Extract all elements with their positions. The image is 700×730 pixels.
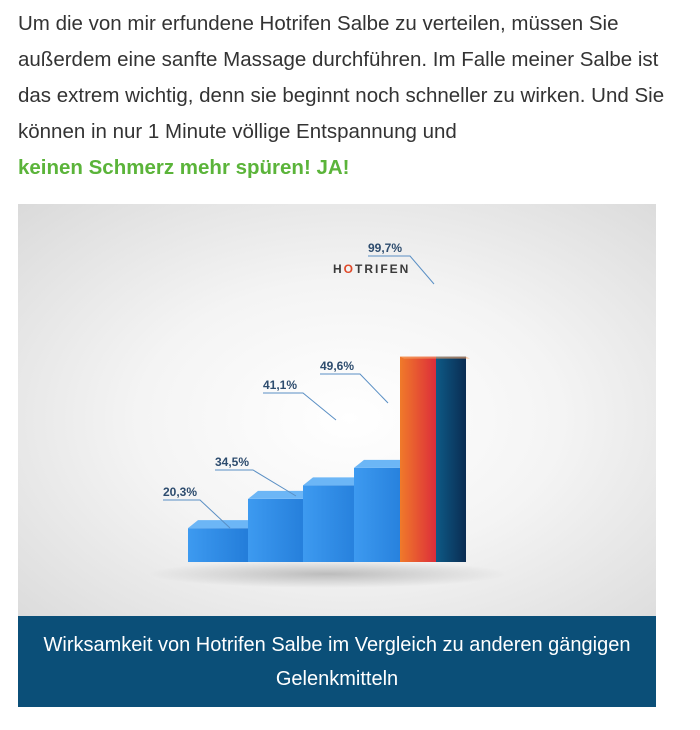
bar-hotrifen-top: [400, 356, 470, 359]
leader-line: [320, 373, 389, 404]
leader-line: [163, 499, 231, 529]
leader-line: [215, 469, 297, 497]
article-text: Um die von mir erfundene Hotrifen Salbe …: [18, 6, 678, 186]
value-label-5: 99,7%: [368, 241, 435, 285]
value-label-text: 41,1%: [263, 378, 297, 392]
bar-hotrifen: [400, 356, 470, 562]
article-paragraph: Um die von mir erfundene Hotrifen Salbe …: [18, 6, 678, 186]
category-label-hotrifen: HOTRIFEN: [333, 262, 410, 276]
leader-line: [263, 392, 337, 421]
value-label-text: 99,7%: [368, 241, 402, 255]
value-label-1: 20,3%: [163, 485, 231, 529]
value-label-text: 20,3%: [163, 485, 197, 499]
bar-chart: 20,3% 34,5% 41,1% 49,6% 99,7% HOTRIFEN: [148, 241, 508, 588]
bars-layer: [148, 356, 508, 588]
value-label-2: 34,5%: [215, 455, 297, 497]
bar-hotrifen-front: [400, 356, 436, 562]
value-label-3: 41,1%: [263, 378, 337, 421]
caption-text: Wirksamkeit von Hotrifen Salbe im Vergle…: [43, 633, 631, 690]
chart-figure: 20,3% 34,5% 41,1% 49,6% 99,7% HOTRIFEN Wirksa…: [18, 204, 656, 707]
chart-caption: Wirksamkeit von Hotrifen Salbe im Vergle…: [18, 616, 656, 707]
ground-shadow: [148, 560, 508, 588]
hotrifen-logo: HOTRIFEN: [333, 262, 410, 276]
bar-1-front: [188, 528, 258, 562]
paragraph-text: Um die von mir erfundene Hotrifen Salbe …: [18, 12, 665, 143]
value-label-text: 34,5%: [215, 455, 249, 469]
highlight-text: keinen Schmerz mehr spüren! JA!: [18, 156, 350, 179]
chart-area: 20,3% 34,5% 41,1% 49,6% 99,7% HOTRIFEN: [18, 204, 656, 616]
leader-line: [368, 255, 435, 285]
labels-layer: 20,3% 34,5% 41,1% 49,6% 99,7% HOTRIFEN: [163, 241, 435, 529]
bar-hotrifen-side: [436, 356, 466, 562]
value-label-4: 49,6%: [320, 359, 389, 404]
value-label-text: 49,6%: [320, 359, 354, 373]
